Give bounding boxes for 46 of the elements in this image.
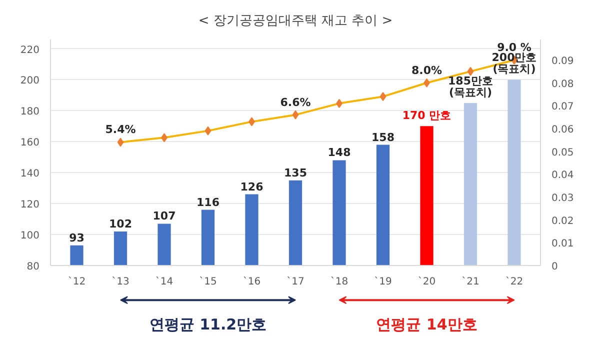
data-label: 185만호 (목표치) — [448, 74, 493, 99]
data-label: 6.6% — [280, 96, 311, 109]
y2-tick-label: 0.09 — [552, 56, 574, 68]
x-tick-label: `19 — [374, 276, 392, 288]
data-label: 158 — [372, 130, 394, 144]
y2-tick-label: 0.03 — [552, 193, 574, 204]
x-tick-label: `17 — [286, 276, 304, 288]
y2-tick-label: 0 — [552, 262, 558, 272]
data-label: 93 — [69, 231, 84, 244]
x-tick-label: `22 — [505, 276, 524, 288]
y-tick-label: 80 — [26, 262, 40, 272]
chart-title: < 장기공공임대주택 재고 추이 > — [198, 14, 393, 28]
y-tick-label: 100 — [20, 230, 40, 242]
y-tick-label: 200 — [20, 76, 40, 87]
data-label: 116 — [196, 196, 220, 209]
data-label: 102 — [109, 217, 132, 230]
y2-tick-label: 0.08 — [552, 78, 574, 90]
y-tick-label: 140 — [20, 168, 40, 180]
x-tick-label: `16 — [242, 276, 261, 288]
data-label: 126 — [240, 180, 264, 194]
x-tick-label: `15 — [199, 276, 217, 288]
x-tick-label: `14 — [155, 276, 174, 288]
data-label: 5.4% — [105, 123, 136, 136]
x-tick-label: `20 — [418, 276, 436, 288]
y-tick-label: 180 — [20, 106, 40, 118]
data-label: 8.0% — [411, 64, 442, 77]
data-label: 135 — [284, 166, 307, 180]
data-label: 107 — [152, 210, 176, 223]
x-tick-label: `21 — [462, 276, 480, 288]
text: 연평균 11.2만호 — [149, 316, 267, 334]
x-tick-label: `13 — [112, 276, 130, 288]
y2-tick-label: 0.02 — [552, 216, 574, 227]
x-tick-label: `18 — [330, 276, 348, 288]
y-tick-label: 160 — [20, 138, 40, 149]
x-tick-label: `12 — [68, 276, 86, 288]
text: 연평균 14만호 — [376, 316, 478, 334]
y2-tick-label: 0.06 — [552, 124, 574, 136]
y-tick-label: 220 — [20, 44, 40, 56]
y2-tick-label: 0.01 — [552, 238, 574, 250]
data-label: 200만호 (목표치) — [492, 51, 537, 76]
y2-tick-label: 0.05 — [552, 147, 574, 158]
y2-tick-label: 0.07 — [552, 102, 574, 113]
data-label: 148 — [328, 146, 351, 160]
y-tick-label: 120 — [20, 200, 40, 211]
y2-tick-label: 0.04 — [552, 170, 574, 182]
data-label: 170 만호 — [402, 109, 452, 122]
